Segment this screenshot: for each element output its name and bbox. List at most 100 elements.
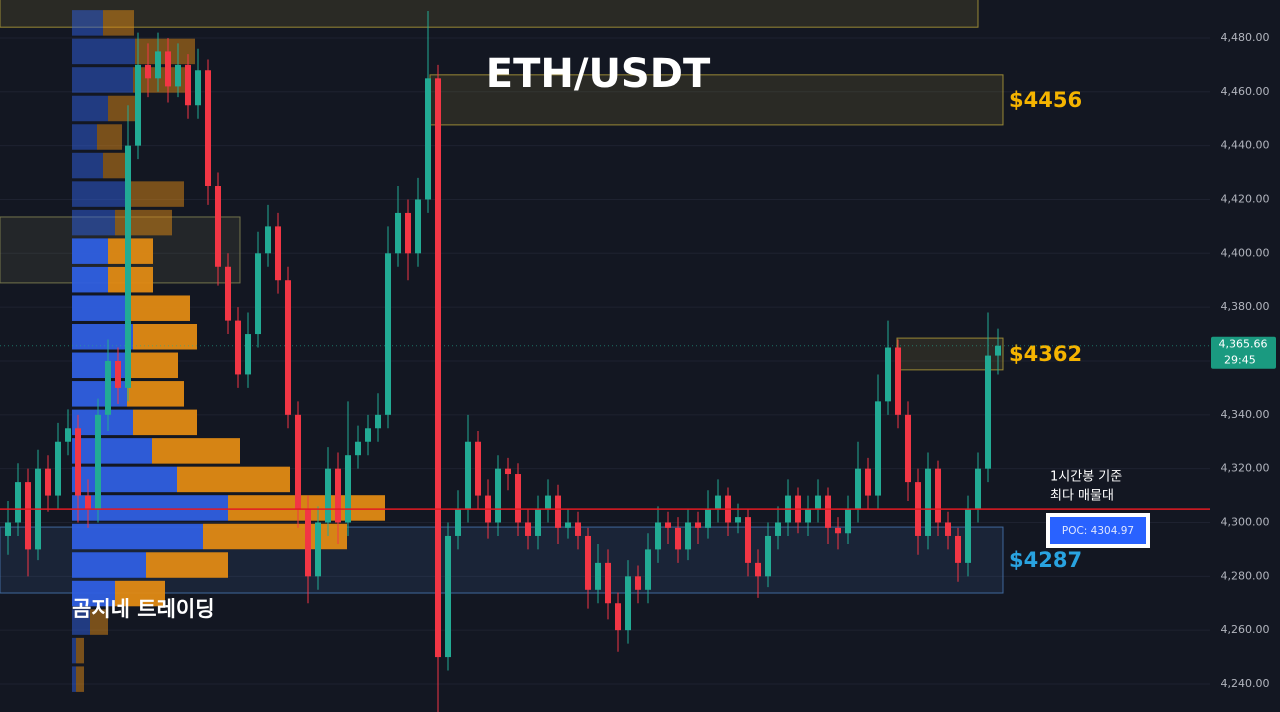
candle-body <box>555 495 561 528</box>
candle-body <box>895 347 901 415</box>
candle-body <box>395 212 401 254</box>
candle-body <box>85 495 91 510</box>
y-tick-label: 4,260.00 <box>1221 623 1270 636</box>
candle-body <box>825 495 831 528</box>
y-tick-label: 4,440.00 <box>1221 139 1270 152</box>
candle-body <box>215 186 221 267</box>
candle-body <box>155 51 161 79</box>
profile-buy <box>72 95 108 122</box>
candle-body <box>535 509 541 536</box>
candle-body <box>845 509 851 534</box>
candle-body <box>925 468 931 536</box>
candle-body <box>95 414 101 510</box>
profile-sell <box>128 295 190 321</box>
profile-sell <box>203 523 347 550</box>
profile-sell <box>115 209 172 236</box>
profile-buy <box>72 181 127 207</box>
candle-body <box>765 535 771 577</box>
profile-sell <box>76 666 84 692</box>
profile-sell <box>115 580 165 607</box>
candle-body <box>575 522 581 536</box>
candle-body <box>245 334 251 375</box>
price-tag-countdown: 29:45 <box>1224 354 1256 367</box>
candle-body <box>595 562 601 590</box>
candle-body <box>345 455 351 523</box>
zone-label: $4287 <box>1009 548 1082 572</box>
profile-sell <box>128 352 178 379</box>
candle-body <box>195 70 201 106</box>
candle-body <box>685 522 691 550</box>
profile-sell <box>108 95 140 122</box>
candle-body <box>935 468 941 523</box>
candle-body <box>295 414 301 510</box>
candle-body <box>415 199 421 254</box>
candle-body <box>335 468 341 523</box>
candle-body <box>735 517 741 523</box>
profile-buy <box>72 466 177 493</box>
profile-sell <box>146 552 228 578</box>
profile-buy <box>72 266 108 293</box>
candle-body <box>325 468 331 523</box>
y-tick-label: 4,240.00 <box>1221 677 1270 690</box>
watermark: 곰지네 트레이딩 <box>72 597 215 621</box>
candle-body <box>835 527 841 534</box>
candle-body <box>185 64 191 106</box>
profile-sell <box>76 637 84 664</box>
candle-body <box>455 509 461 536</box>
profile-buy <box>72 209 115 236</box>
profile-sell <box>133 409 197 436</box>
candle-body <box>565 522 571 528</box>
candle-body <box>955 535 961 563</box>
candle-body <box>695 522 701 528</box>
profile-buy <box>72 295 128 321</box>
profile-sell <box>127 181 184 207</box>
candle-body <box>755 562 761 577</box>
poc-note: 최다 매물대 <box>1050 489 1114 504</box>
profile-sell <box>97 124 122 150</box>
candle-body <box>255 253 261 335</box>
candle-body <box>445 535 451 658</box>
candle-body <box>145 64 151 79</box>
candle-body <box>225 266 231 321</box>
candle-body <box>705 509 711 528</box>
candle-body <box>875 401 881 496</box>
candle-body <box>545 495 551 510</box>
candle-body <box>775 522 781 536</box>
candle-body <box>495 468 501 523</box>
candle-body <box>585 535 591 590</box>
candle-body <box>805 509 811 523</box>
poc-label: POC: 4304.97 <box>1062 525 1134 537</box>
candle-body <box>315 522 321 577</box>
candle-body <box>265 226 271 254</box>
candle-body <box>885 347 891 402</box>
candle-body <box>115 360 121 388</box>
y-tick-label: 4,480.00 <box>1221 31 1270 44</box>
candle-body <box>435 78 441 658</box>
y-tick-label: 4,420.00 <box>1221 192 1270 205</box>
profile-buy <box>72 580 115 607</box>
profile-buy <box>72 523 203 550</box>
candle-body <box>235 320 241 375</box>
poc-box-inner <box>1050 517 1146 544</box>
candle-body <box>615 603 621 631</box>
price-tag <box>1211 336 1276 369</box>
zone-label: $4362 <box>1009 342 1082 366</box>
candle-body <box>665 522 671 528</box>
price-tag-value: 4,365.66 <box>1219 338 1268 351</box>
candle-body <box>45 468 51 496</box>
poc-note: 1시간봉 기준 <box>1050 470 1122 485</box>
candle-body <box>655 522 661 550</box>
candle-body <box>5 522 11 536</box>
candle-body <box>135 64 141 146</box>
profile-sell <box>103 10 134 36</box>
zone <box>0 0 979 28</box>
candle-body <box>355 441 361 456</box>
candle-body <box>865 468 871 496</box>
candle-body <box>815 495 821 510</box>
profile-buy <box>72 152 103 179</box>
candle-body <box>635 576 641 590</box>
candle-body <box>625 576 631 631</box>
profile-sell <box>177 466 290 493</box>
